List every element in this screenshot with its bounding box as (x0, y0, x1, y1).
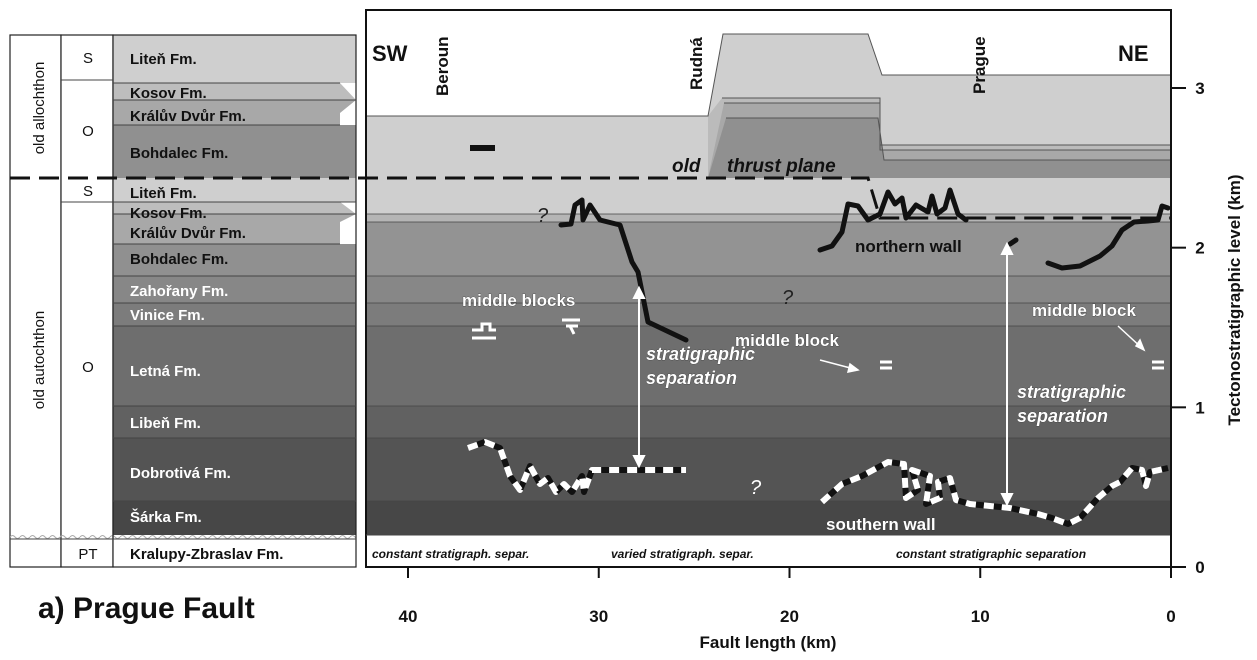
label-northern-wall: northern wall (855, 237, 962, 256)
age-label: S (83, 50, 93, 67)
y-tick-label: 0 (1195, 558, 1204, 577)
note-constant-sw: constant stratigraph. separ. (372, 547, 529, 561)
x-axis: 40 30 20 10 0 Fault length (km) (366, 566, 1181, 652)
x-tick-label: 40 (399, 607, 418, 626)
formation-label: Králův Dvůr Fm. (130, 225, 246, 242)
formation-label: Bohdalec Fm. (130, 251, 228, 268)
question-mark: ? (782, 287, 794, 309)
group-label-autochthon: old autochthon (31, 311, 48, 409)
formation-label: Letná Fm. (130, 363, 201, 380)
note-constant-ne: constant stratigraphic separation (896, 547, 1086, 561)
question-mark: ? (537, 205, 549, 227)
thrust-label-old: old (672, 156, 701, 177)
band-letna (113, 326, 356, 406)
band-bohdalec-a (113, 125, 356, 178)
band-kosov-b (113, 202, 356, 214)
auto-kraluv-bohdalec (366, 222, 1171, 276)
y-tick-label: 1 (1195, 398, 1204, 417)
thrust-label-plane: thrust plane (727, 156, 836, 177)
formation-label: Liteň Fm. (130, 185, 197, 202)
locality-rudna: Rudná (687, 37, 706, 90)
auto-zahorany (366, 276, 1171, 303)
strat-column: old allochthon old autochthon S O S O PT… (9, 34, 357, 568)
separation-arrows (632, 241, 1014, 507)
formation-label: Kralupy-Zbraslav Fm. (130, 546, 283, 563)
band-vinice (113, 303, 356, 326)
formation-label: Králův Dvůr Fm. (130, 108, 246, 125)
locality-prague: Prague (970, 36, 989, 94)
direction-ne: NE (1118, 41, 1149, 66)
x-tick-label: 10 (971, 607, 990, 626)
y-tick-label: 2 (1195, 239, 1204, 258)
y-tick-label: 3 (1195, 79, 1204, 98)
allochthon-bohdalec (708, 118, 1171, 178)
group-label-allochthon: old allochthon (31, 62, 48, 155)
auto-letna (366, 326, 1171, 406)
marker (470, 145, 495, 151)
age-label: O (82, 123, 94, 140)
formation-label: Kosov Fm. (130, 85, 207, 102)
formation-label: Libeň Fm. (130, 415, 201, 432)
band-sarka (113, 501, 356, 535)
label-strat-sep-1b: separation (646, 368, 737, 388)
auto-kosov (366, 214, 1171, 222)
label-strat-sep-2a: stratigraphic (1017, 382, 1126, 402)
formation-label: Kosov Fm. (130, 205, 207, 222)
label-middle-blocks: middle blocks (462, 291, 575, 310)
group-column (9, 34, 62, 568)
age-label: S (83, 183, 93, 200)
note-varied: varied stratigraph. separ. (611, 547, 754, 561)
formation-label: Vinice Fm. (130, 307, 205, 324)
x-tick-label: 0 (1166, 607, 1175, 626)
band-bohdalec-b (113, 244, 356, 276)
band-dobrotiva (113, 438, 356, 501)
label-southern-wall: southern wall (826, 515, 936, 534)
band-kraluv-a (113, 100, 356, 125)
formation-label: Zahořany Fm. (130, 283, 228, 300)
label-middle-block-2: middle block (1032, 301, 1136, 320)
formation-label: Liteň Fm. (130, 51, 197, 68)
band-liten-b (113, 178, 356, 202)
age-label: PT (78, 546, 97, 563)
unconformity (10, 533, 356, 539)
band-liben (113, 406, 356, 438)
northern-wall-trace-east (1045, 203, 1171, 271)
band-liten-a (113, 35, 356, 83)
x-axis-title: Fault length (km) (700, 633, 837, 652)
x-tick-label: 20 (780, 607, 799, 626)
age-column (60, 34, 114, 568)
band-zahorany (113, 276, 356, 303)
southern-wall-trace (467, 439, 1169, 527)
locality-beroun: Beroun (433, 37, 452, 97)
band-kraluv-b (113, 214, 356, 244)
band-kosov-a (113, 83, 356, 100)
question-mark: ? (750, 477, 762, 499)
formation-label: Šárka Fm. (130, 508, 202, 526)
formation-label: Dobrotivá Fm. (130, 465, 231, 482)
formation-label: Bohdalec Fm. (130, 145, 228, 162)
northern-wall-trace-sw (558, 197, 689, 343)
auto-dobrotiva (366, 438, 1171, 501)
label-strat-sep-2b: separation (1017, 406, 1108, 426)
label-middle-block-1: middle block (735, 331, 839, 350)
y-axis-title: Tectonostratigraphic level (km) (1225, 175, 1244, 426)
auto-sarka (366, 501, 1171, 535)
old-thrust-plane (10, 176, 1171, 220)
panel-title: a) Prague Fault (38, 592, 255, 625)
direction-sw: SW (372, 41, 408, 66)
auto-liten (366, 178, 1171, 214)
cross-section: SW NE Beroun Rudná Prague old thrust pla… (10, 9, 1172, 568)
y-axis: 0 1 2 3 Tectonostratigraphic level (km) (1170, 10, 1244, 577)
age-label: O (82, 359, 94, 376)
x-tick-label: 30 (589, 607, 608, 626)
middle-block-symbols (472, 318, 1164, 370)
northern-wall-trace-ne (817, 187, 969, 253)
band-kralupy (113, 539, 356, 567)
label-strat-sep-1a: stratigraphic (646, 344, 755, 364)
auto-liben (366, 406, 1171, 438)
